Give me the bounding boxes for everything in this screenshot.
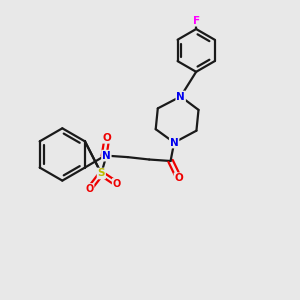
Text: O: O xyxy=(103,133,111,143)
Text: N: N xyxy=(170,138,178,148)
Text: S: S xyxy=(98,169,105,178)
Text: N: N xyxy=(102,151,111,160)
Text: O: O xyxy=(112,179,121,189)
Text: N: N xyxy=(176,92,185,101)
Text: F: F xyxy=(193,16,200,26)
Text: O: O xyxy=(85,184,94,194)
Text: O: O xyxy=(175,173,183,183)
